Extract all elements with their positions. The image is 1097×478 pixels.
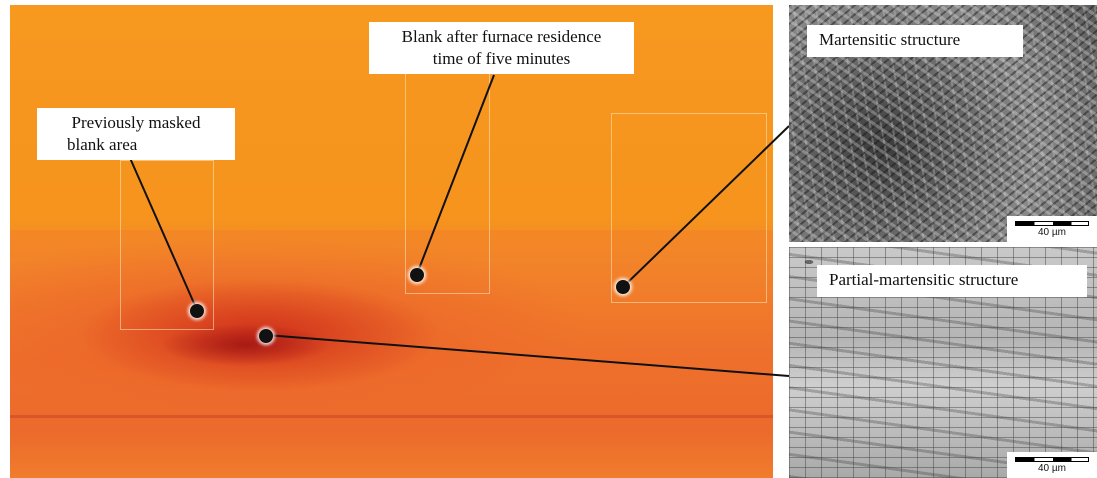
marker-masked [190,304,204,318]
micrograph-martensitic: Martensitic structure 40 µm [789,5,1097,242]
scale-bar-bottom: 40 µm [1007,452,1097,478]
blank-edge [10,415,773,418]
marker-hotspot [259,329,273,343]
micrograph-bottom-label: Partial-martensitic structure [817,265,1087,297]
callout-masked-line1: Previously masked [71,113,201,132]
callout-masked-area: Previously masked blank area [37,108,235,160]
callout-furnace-line2: time of five minutes [432,49,571,68]
callout-masked-line2: blank area [67,135,138,154]
roi-right-area [611,113,767,303]
scale-bar-bottom-graphic [1015,457,1089,462]
marker-right [616,280,630,294]
micrograph-top-label: Martensitic structure [807,25,1023,57]
scale-bar-top-text: 40 µm [1038,227,1066,238]
scale-bar-top: 40 µm [1007,216,1097,242]
callout-furnace-line1: Blank after furnace residence [401,27,602,46]
scale-bar-bottom-text: 40 µm [1038,463,1066,474]
callout-furnace: Blank after furnace residence time of fi… [369,22,634,74]
scale-bar-top-graphic [1015,221,1089,226]
marker-furnace [410,268,424,282]
roi-furnace-area [405,70,490,294]
micrograph-partial-martensitic: Partial-martensitic structure 40 µm [789,247,1097,478]
